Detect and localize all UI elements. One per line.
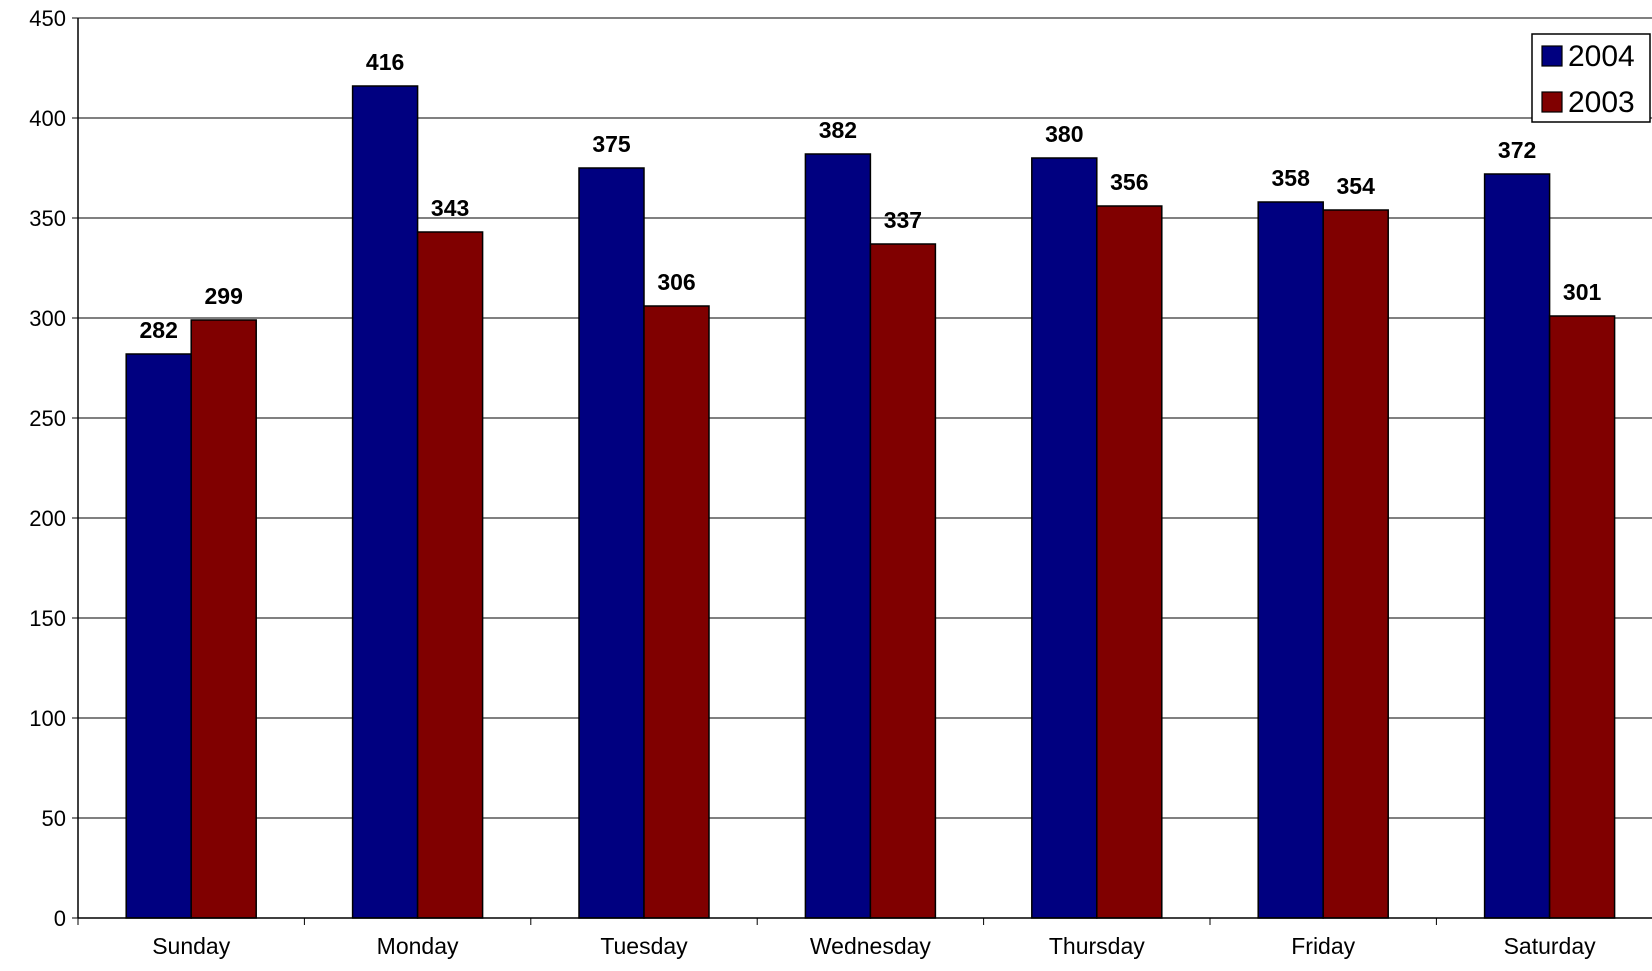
y-tick-label: 300 [29, 306, 66, 331]
x-tick-label: Monday [377, 933, 459, 959]
y-tick-label: 350 [29, 206, 66, 231]
data-label: 375 [592, 131, 631, 157]
bar-2003-wednesday [869, 243, 937, 919]
legend-swatch [1541, 91, 1563, 113]
y-tick-label: 400 [29, 106, 66, 131]
y-tick-label: 450 [29, 6, 66, 31]
x-tick-label: Thursday [1049, 933, 1145, 959]
data-label: 282 [140, 317, 178, 343]
data-labels: 282 299 416 343 375 306 382 337 380 356 358 354 372 3… [140, 49, 1602, 343]
x-tick-label: Saturday [1504, 933, 1597, 959]
x-axis-ticks: Sunday Monday Tuesday Wednesday Thursday Frid… [77, 918, 1597, 959]
bar-2004-tuesday [578, 167, 645, 919]
bar-2004-saturday [1483, 173, 1551, 919]
x-tick-label: Wednesday [810, 933, 932, 959]
legend-entry: 2003 [1568, 86, 1635, 119]
legend: 2004 2003 [1531, 33, 1651, 123]
data-label: 372 [1498, 137, 1536, 163]
data-label: 380 [1045, 121, 1083, 147]
y-tick-label: 150 [29, 606, 66, 631]
data-label: 337 [884, 207, 922, 233]
y-tick-label: 200 [29, 506, 66, 531]
y-tick-label: 50 [42, 806, 66, 831]
data-label: 301 [1563, 279, 1602, 305]
y-tick-label: 250 [29, 406, 66, 431]
bar-2004-wednesday [804, 153, 872, 919]
bar-2003-sunday [190, 319, 257, 919]
legend-entry: 2004 [1568, 40, 1635, 73]
bar-2004-sunday [125, 353, 192, 919]
bar-2003-friday [1322, 209, 1389, 919]
data-label: 299 [205, 283, 243, 309]
data-label: 358 [1272, 165, 1311, 191]
data-label: 356 [1110, 169, 1148, 195]
data-label: 416 [366, 49, 404, 75]
y-axis-ticks: 0 50 100 150 200 250 300 350 400 450 [29, 6, 78, 931]
axes [77, 18, 1652, 919]
bars [125, 85, 1616, 919]
y-tick-label: 0 [54, 906, 66, 931]
x-tick-label: Friday [1291, 933, 1355, 959]
bar-2004-monday [351, 85, 419, 919]
bar-2004-thursday [1031, 157, 1098, 919]
data-label: 382 [819, 117, 857, 143]
bar-2004-friday [1257, 201, 1324, 919]
data-label: 354 [1337, 173, 1376, 199]
x-tick-label: Sunday [152, 933, 231, 959]
x-tick-label: Tuesday [600, 933, 688, 959]
bar-2003-tuesday [643, 305, 710, 919]
bar-2003-monday [416, 231, 484, 919]
y-tick-label: 100 [29, 706, 66, 731]
bar-2003-saturday [1548, 315, 1616, 919]
bar-2003-thursday [1096, 205, 1163, 919]
data-label: 306 [657, 269, 695, 295]
data-label: 343 [431, 195, 469, 221]
legend-swatch [1541, 45, 1563, 67]
